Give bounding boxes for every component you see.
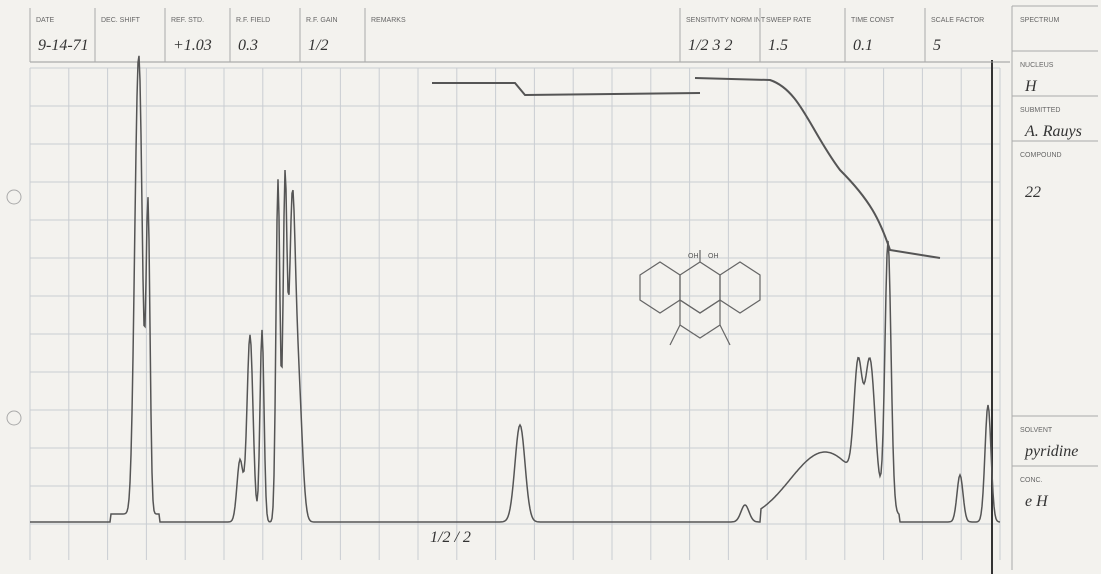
- side-label: CONC.: [1020, 477, 1043, 484]
- side-label: SUBMITTED: [1020, 107, 1060, 114]
- structure-label: OH: [688, 253, 699, 260]
- header-value: +1.03: [173, 37, 212, 54]
- header-label: REMARKS: [371, 17, 406, 24]
- header-label: R.F. FIELD: [236, 17, 270, 24]
- header-value: 9-14-71: [38, 37, 89, 54]
- side-label: SOLVENT: [1020, 427, 1053, 434]
- side-label: COMPOUND: [1020, 152, 1062, 159]
- header-value: 1/2 3 2: [688, 37, 732, 54]
- header-label: SWEEP RATE: [766, 17, 812, 24]
- header-label: SCALE FACTOR: [931, 17, 984, 24]
- header-label: DEC. SHIFT: [101, 17, 141, 24]
- header-value: 1.5: [768, 37, 788, 54]
- paper: [0, 0, 1101, 574]
- side-value: 22: [1025, 184, 1041, 201]
- side-label: SPECTRUM: [1020, 17, 1059, 24]
- side-value: e H: [1025, 493, 1049, 510]
- side-value: H: [1024, 78, 1038, 95]
- header-value: 0.1: [853, 37, 873, 54]
- header-label: DATE: [36, 17, 54, 24]
- nmr-chart-paper: DATE 9-14-71 DEC. SHIFT REF. STD. +1.03 R.F. …: [0, 0, 1101, 574]
- header-label: TIME CONST: [851, 17, 895, 24]
- header-label: R.F. GAIN: [306, 17, 338, 24]
- header-value: 0.3: [238, 37, 258, 54]
- header-value: 5: [933, 37, 941, 54]
- side-label: NUCLEUS: [1020, 62, 1054, 69]
- side-value: A. Rauys: [1024, 123, 1082, 140]
- header-value: 1/2: [308, 37, 328, 54]
- side-value: pyridine: [1024, 443, 1078, 460]
- structure-label: OH: [708, 253, 719, 260]
- gain-note: 1/2 / 2: [430, 529, 471, 546]
- page: DATE 9-14-71 DEC. SHIFT REF. STD. +1.03 R.F. …: [0, 0, 1101, 574]
- header-label: REF. STD.: [171, 17, 204, 24]
- header-label: SENSITIVITY NORM INT: [686, 17, 766, 24]
